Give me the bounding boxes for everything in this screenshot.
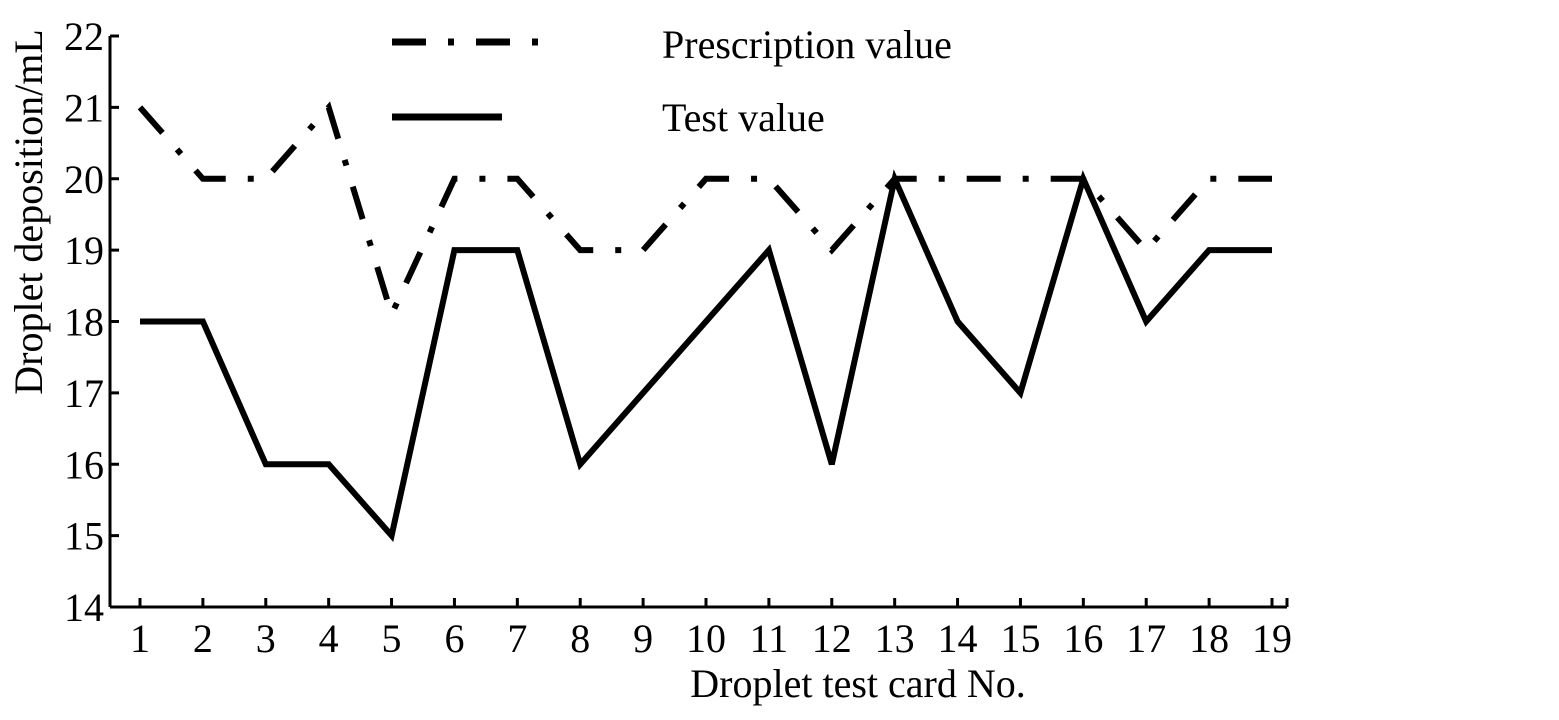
x-tick-label: 4: [319, 616, 339, 661]
x-tick-label: 18: [1189, 616, 1229, 661]
x-tick-label: 17: [1126, 616, 1166, 661]
y-tick-label: 19: [64, 228, 104, 273]
y-tick-label: 14: [64, 585, 104, 630]
y-tick-label: 21: [64, 85, 104, 130]
legend-label-prescription-value: Prescription value: [662, 22, 952, 67]
x-tick-label: 11: [750, 616, 789, 661]
x-tick-label: 3: [256, 616, 276, 661]
legend: Prescription value Test value: [392, 22, 952, 140]
x-tick-label: 7: [507, 616, 527, 661]
x-tick-label: 5: [382, 616, 402, 661]
x-tick-label: 19: [1252, 616, 1292, 661]
x-tick-label: 14: [938, 616, 978, 661]
y-tick-label: 22: [64, 14, 104, 59]
series-line-test-value: [140, 169, 1272, 543]
x-tick-label: 15: [1000, 616, 1040, 661]
x-tick-label: 16: [1063, 616, 1103, 661]
y-axis-title: Droplet deposition/mL: [6, 29, 51, 395]
x-tick-label: 12: [812, 616, 852, 661]
x-tick-label: 8: [570, 616, 590, 661]
y-tick-label: 20: [64, 157, 104, 202]
y-tick-label: 15: [64, 514, 104, 559]
axes: [108, 34, 1289, 609]
x-tick-label: 9: [633, 616, 653, 661]
series-lines: [137, 101, 1273, 543]
y-tick-label: 18: [64, 300, 104, 345]
x-tick-label: 2: [193, 616, 213, 661]
x-tick-label: 6: [444, 616, 464, 661]
y-tick-label: 17: [64, 371, 104, 416]
legend-label-test-value: Test value: [662, 95, 825, 140]
x-tick-label: 1: [130, 616, 150, 661]
x-axis-title: Droplet test card No.: [690, 661, 1025, 706]
y-tick-label: 16: [64, 442, 104, 487]
x-tick-label: 13: [875, 616, 915, 661]
x-tick-label: 10: [686, 616, 726, 661]
